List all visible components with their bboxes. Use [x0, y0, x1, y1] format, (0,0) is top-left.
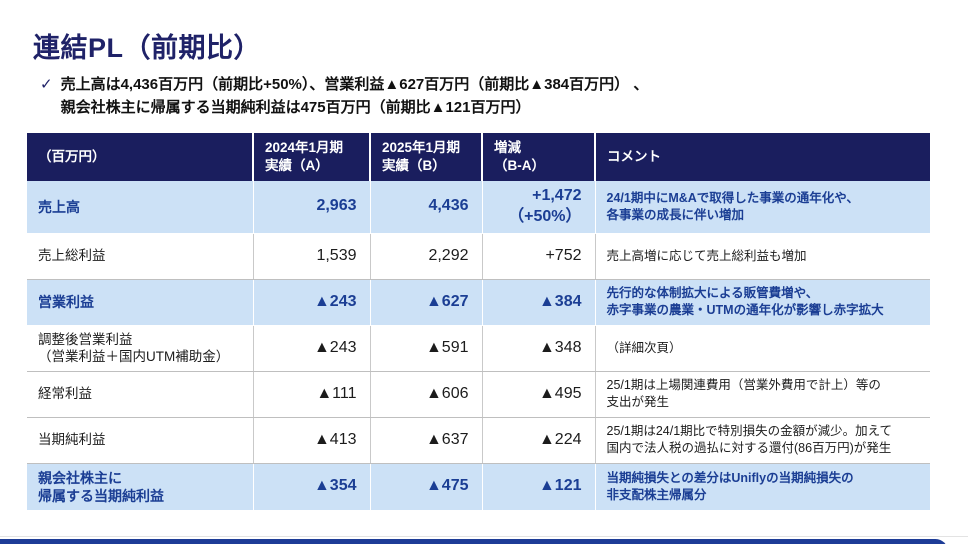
row-label: 親会社株主に 帰属する当期純利益: [27, 463, 254, 512]
delta-value: ▲495: [482, 371, 596, 418]
comment-text: 売上高増に応じて売上総利益も増加: [595, 233, 930, 280]
header-row: （百万円） 2024年1月期 実績（A） 2025年1月期 実績（B） 増減 （B-A…: [27, 132, 930, 181]
comment-text: （詳細次頁）: [595, 325, 930, 372]
footer-bar: © 2025 Terra Drone Corporation. All Righ…: [0, 539, 948, 544]
delta-value: ▲348: [482, 325, 596, 372]
summary-line-2: 親会社株主に帰属する当期純利益は475百万円（前期比▲121百万円）: [60, 99, 531, 117]
actual-b-value: 2,292: [370, 233, 483, 280]
table-row: 売上高 2,963 4,436 +1,472 （+50%） 24/1期中にM&Aで取得し…: [27, 180, 930, 234]
row-label: 売上総利益: [27, 233, 254, 280]
pl-table: （百万円） 2024年1月期 実績（A） 2025年1月期 実績（B） 増減 （B-A…: [27, 132, 930, 512]
delta-value: +1,472 （+50%）: [482, 180, 596, 234]
actual-a-value: ▲413: [253, 417, 371, 464]
checkmark-icon: ✓: [40, 76, 53, 93]
summary-bullet: ✓ 売上高は4,436百万円（前期比+50%）、営業利益▲627百万円（前期比▲…: [40, 73, 968, 120]
table-row: 当期純利益 ▲413 ▲637 ▲224 25/1期は24/1期比で特別損失の金額が減少…: [27, 417, 930, 464]
table-row: 親会社株主に 帰属する当期純利益 ▲354 ▲475 ▲121 当期純損失との差分はUn…: [27, 463, 930, 512]
column-header-4: コメント: [595, 132, 930, 181]
page-title: 連結PL（前期比）: [33, 33, 262, 63]
actual-b-value: ▲606: [370, 371, 483, 418]
comment-text: 先行的な体制拡大による販管費増や、 赤字事業の農業・UTMの通年化が影響し赤字拡…: [595, 279, 930, 326]
actual-b-value: 4,436: [370, 180, 483, 234]
actual-a-value: 2,963: [253, 180, 371, 234]
actual-b-value: ▲475: [370, 463, 483, 512]
slide: 連結PL（前期比） ✓ 売上高は4,436百万円（前期比+50%）、営業利益▲6…: [0, 26, 968, 544]
actual-a-value: ▲111: [253, 371, 371, 418]
row-label: 経常利益: [27, 371, 254, 418]
actual-a-value: ▲243: [253, 325, 371, 372]
actual-a-value: ▲243: [253, 279, 371, 326]
column-header-3: 増減 （B-A）: [482, 132, 596, 181]
actual-b-value: ▲627: [370, 279, 483, 326]
column-header-2: 2025年1月期 実績（B）: [370, 132, 483, 181]
footer-divider: [0, 536, 968, 537]
comment-text: 当期純損失との差分はUniflyの当期純損失の 非支配株主帰属分: [595, 463, 930, 512]
actual-a-value: ▲354: [253, 463, 371, 512]
delta-value: ▲224: [482, 417, 596, 464]
actual-a-value: 1,539: [253, 233, 371, 280]
row-label: 営業利益: [27, 279, 254, 326]
delta-value: ▲384: [482, 279, 596, 326]
comment-text: 25/1期は上場関連費用（営業外費用で計上）等の 支出が発生: [595, 371, 930, 418]
pl-table-head: （百万円） 2024年1月期 実績（A） 2025年1月期 実績（B） 増減 （B-A…: [27, 132, 930, 181]
table-row: 営業利益 ▲243 ▲627 ▲384 先行的な体制拡大による販管費増や、 赤字事業の農…: [27, 279, 930, 326]
actual-b-value: ▲591: [370, 325, 483, 372]
comment-text: 24/1期中にM&Aで取得した事業の通年化や、 各事業の成長に伴い増加: [595, 180, 930, 234]
actual-b-value: ▲637: [370, 417, 483, 464]
comment-text: 25/1期は24/1期比で特別損失の金額が減少。加えて 国内で法人税の過払に対す…: [595, 417, 930, 464]
pl-table-body: 売上高 2,963 4,436 +1,472 （+50%） 24/1期中にM&Aで取得し…: [27, 180, 930, 512]
row-label: 調整後営業利益 （営業利益＋国内UTM補助金）: [27, 325, 254, 372]
summary-line-1: 売上高は4,436百万円（前期比+50%）、営業利益▲627百万円（前期比▲38…: [60, 76, 649, 93]
table-row: 経常利益 ▲111 ▲606 ▲495 25/1期は上場関連費用（営業外費用で計上）等の…: [27, 371, 930, 418]
delta-value: +752: [482, 233, 596, 280]
row-label: 当期純利益: [27, 417, 254, 464]
delta-value: ▲121: [482, 463, 596, 512]
column-header-1: 2024年1月期 実績（A）: [253, 132, 371, 181]
table-row: 売上総利益 1,539 2,292 +752 売上高増に応じて売上総利益も増加: [27, 233, 930, 280]
summary-text: 売上高は4,436百万円（前期比+50%）、営業利益▲627百万円（前期比▲38…: [61, 73, 649, 120]
row-label: 売上高: [27, 180, 254, 234]
table-row: 調整後営業利益 （営業利益＋国内UTM補助金） ▲243 ▲591 ▲348 （詳細次頁…: [27, 325, 930, 372]
column-header-0: （百万円）: [27, 132, 254, 181]
